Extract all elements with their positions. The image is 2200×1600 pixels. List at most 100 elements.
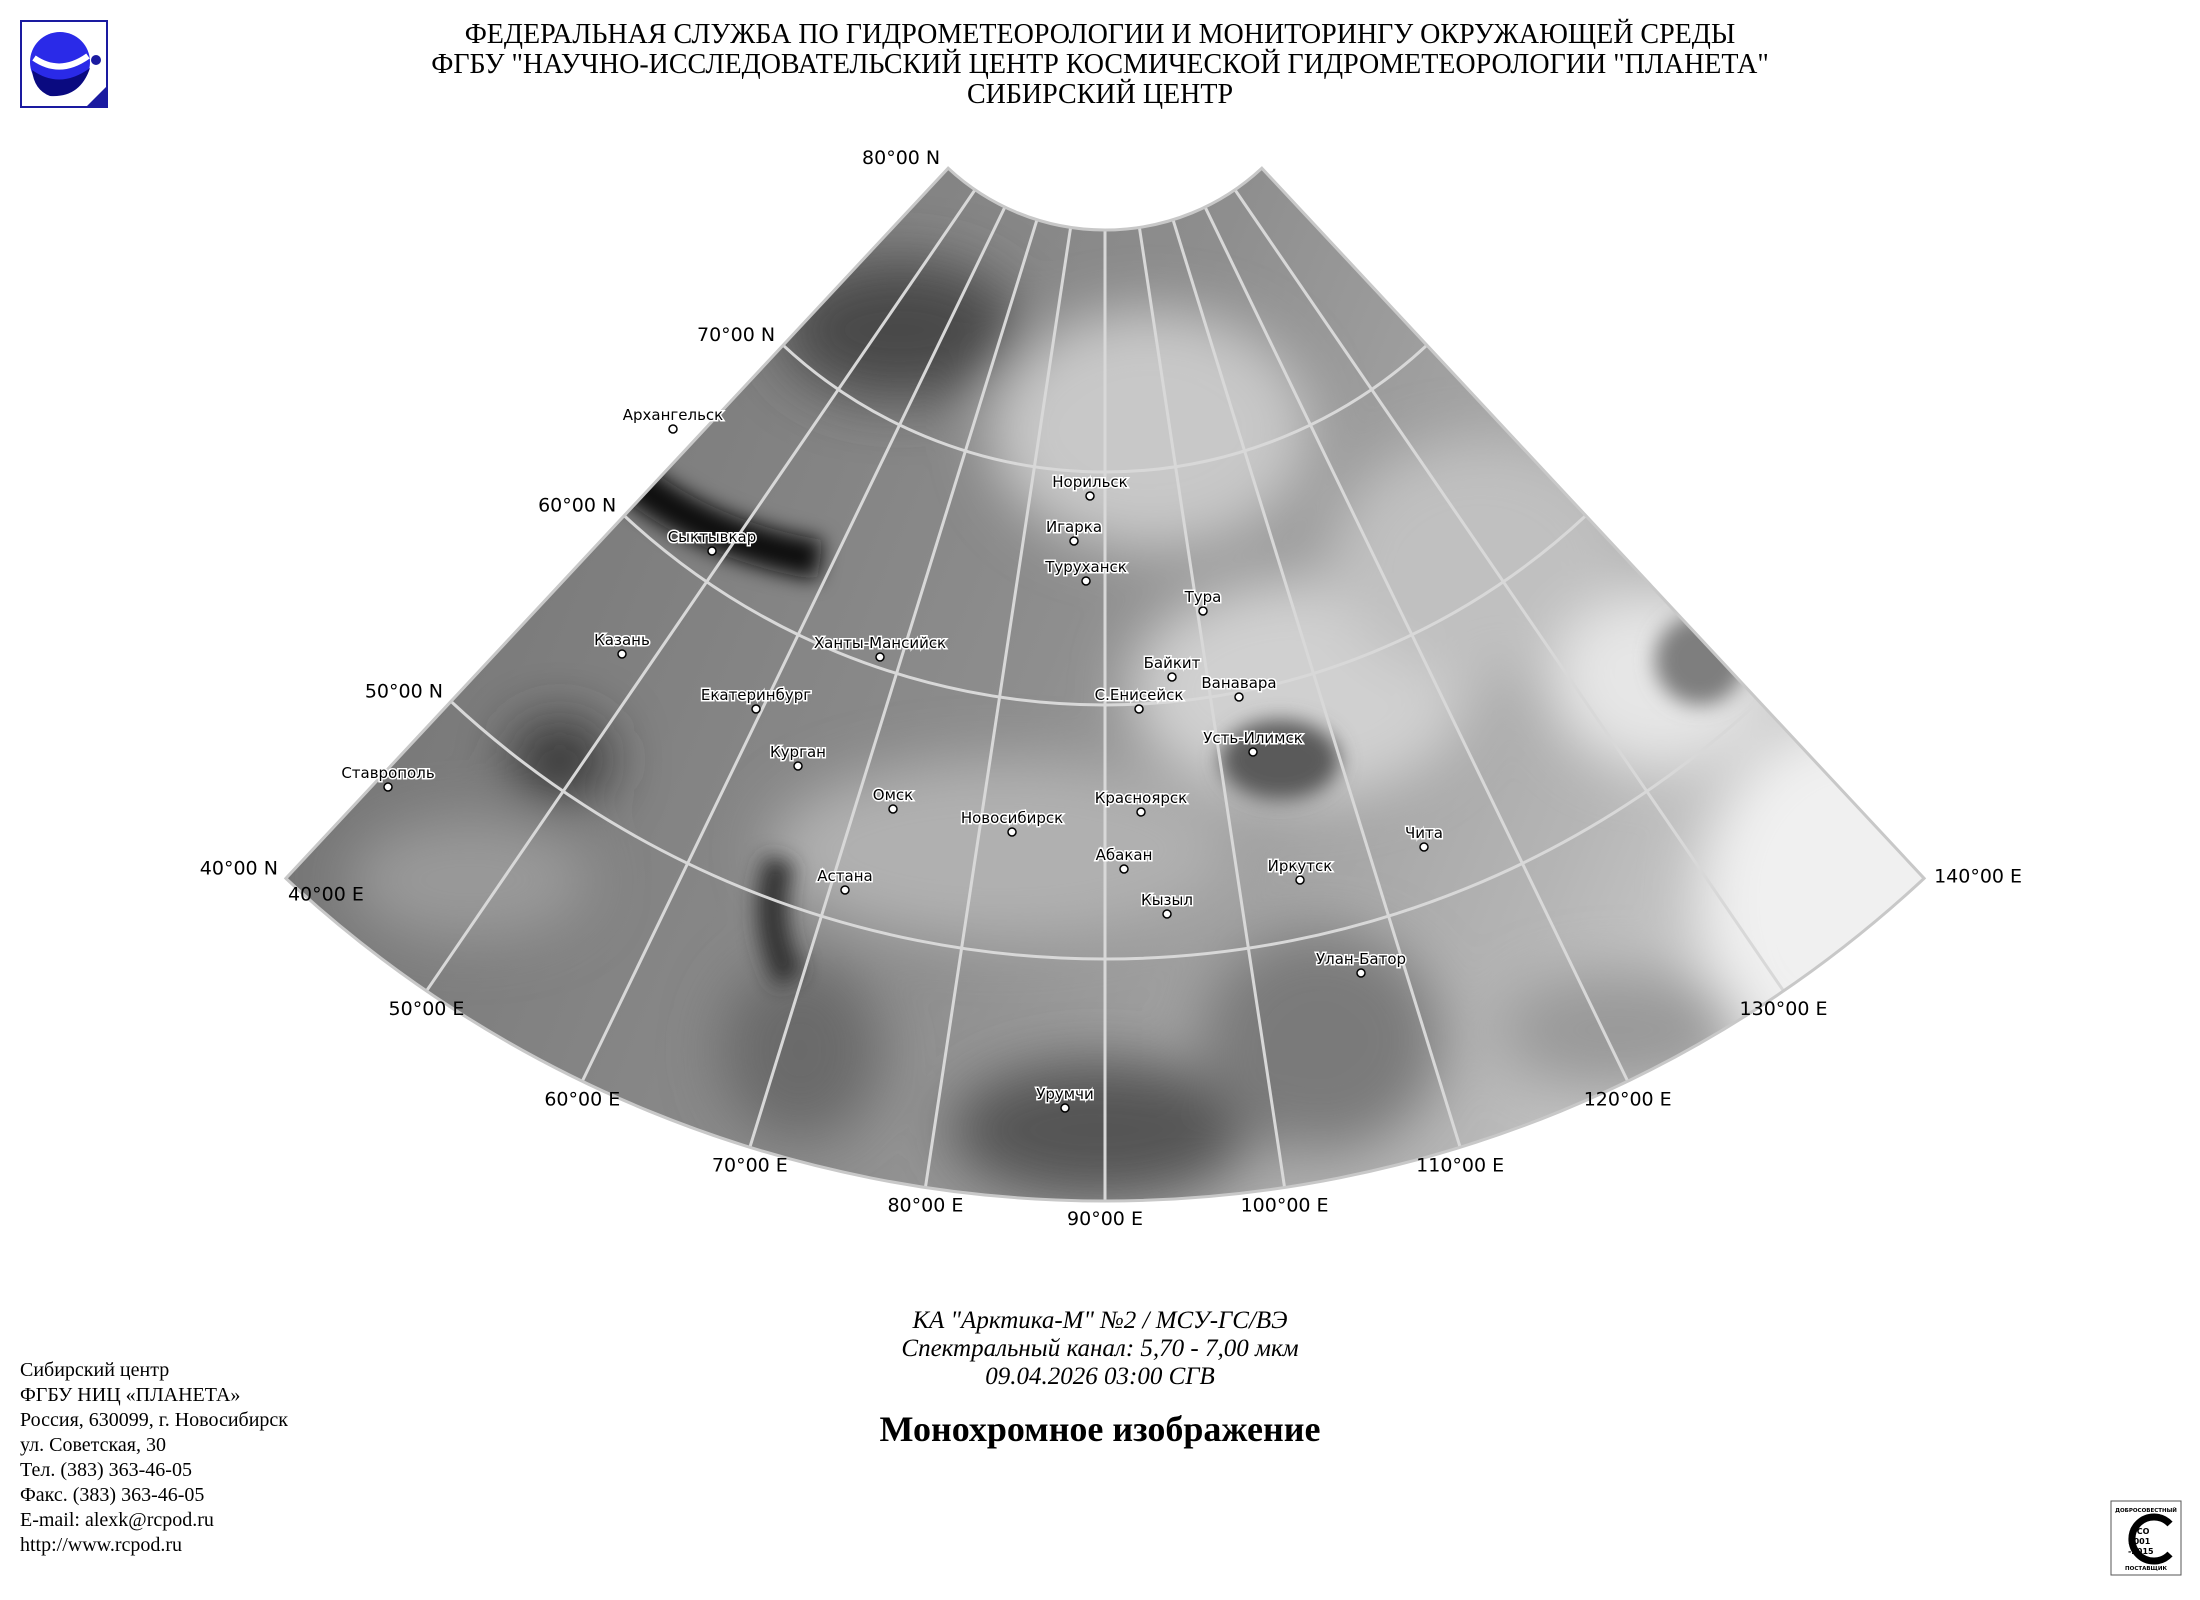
caption: КА "Арктика-М" №2 / МСУ-ГС/ВЭ Спектральн… <box>0 1307 2200 1391</box>
city-dot-icon <box>751 704 761 714</box>
city-label: Тура <box>1184 588 1222 606</box>
city-label: Абакан <box>1096 846 1153 864</box>
city-dot-icon <box>668 424 678 434</box>
city-dot-icon <box>1085 491 1095 501</box>
contact-line: Факс. (383) 363-46-05 <box>20 1484 205 1506</box>
city-label: Туруханск <box>1044 558 1127 576</box>
city-label: Астана <box>817 867 872 885</box>
meridian-line <box>1137 227 1287 1188</box>
longitude-label: 70°00 E <box>712 1154 788 1176</box>
longitude-label: 110°00 E <box>1416 1154 1504 1176</box>
city-label: Красноярск <box>1095 789 1187 807</box>
city-dot-icon <box>1007 827 1017 837</box>
city-15: Байкит <box>1142 653 1202 682</box>
observation-datetime: 09.04.2026 03:00 СГВ <box>985 1363 1215 1390</box>
city-5: Екатеринбург <box>699 685 813 714</box>
meridian-line <box>425 188 977 992</box>
satellite-instrument: КА "Арктика-М" №2 / МСУ-ГС/ВЭ <box>912 1307 1288 1334</box>
meridian-line <box>923 227 1073 1188</box>
longitude-label: 100°00 E <box>1241 1194 1329 1216</box>
city-label: Норильск <box>1052 473 1127 491</box>
svg-text:ИСО: ИСО <box>2130 1527 2150 1536</box>
city-16: С.Енисейск <box>1093 685 1185 714</box>
city-label: Улан-Батор <box>1316 950 1406 968</box>
city-label: Чита <box>1405 824 1443 842</box>
graticule <box>425 188 1785 1201</box>
city-markers: Архангельск Сыктывкар Казань Ставрополь Екат… <box>340 405 1444 1113</box>
city-6: Курган <box>769 742 827 771</box>
graticule-labels: 80°00 N 70°00 N 60°00 N 50°00 N 40°00 N 40°00… <box>200 147 2022 1230</box>
city-dot-icon <box>1119 864 1129 874</box>
city-1: Архангельск <box>621 405 725 434</box>
city-17: Ванавара <box>1200 673 1278 702</box>
svg-text:ДОБРОСОВЕСТНЫЙ: ДОБРОСОВЕСТНЫЙ <box>2115 1506 2177 1514</box>
map-border <box>283 166 1927 1203</box>
city-label: Байкит <box>1144 654 1201 672</box>
city-label: Омск <box>873 786 913 804</box>
meridian-line <box>748 219 1039 1148</box>
spectral-channel: Спектральный канал: 5,70 - 7,00 мкм <box>901 1335 1299 1362</box>
city-dot-icon <box>888 804 898 814</box>
city-dot-icon <box>1198 606 1208 616</box>
city-dot-icon <box>1060 1103 1070 1113</box>
city-13: Туруханск <box>1043 557 1128 586</box>
city-2: Сыктывкар <box>666 527 758 556</box>
city-label: Сыктывкар <box>668 528 757 546</box>
svg-text:ПОСТАВЩИК: ПОСТАВЩИК <box>2125 1566 2167 1572</box>
city-dot-icon <box>1295 875 1305 885</box>
latitude-label: 80°00 N <box>862 147 940 169</box>
city-dot-icon <box>1081 576 1091 586</box>
city-dot-icon <box>875 652 885 662</box>
city-dot-icon <box>1136 807 1146 817</box>
city-dot-icon <box>617 649 627 659</box>
meridian-line <box>1233 188 1785 992</box>
latitude-label: 70°00 N <box>697 324 775 346</box>
longitude-label: 90°00 E <box>1067 1208 1143 1230</box>
contact-line: ул. Советская, 30 <box>20 1434 166 1456</box>
longitude-label: 80°00 E <box>887 1194 963 1216</box>
city-dot-icon <box>793 761 803 771</box>
longitude-label: 140°00 E <box>1934 865 2022 887</box>
city-label: С.Енисейск <box>1095 686 1184 704</box>
longitude-label: 60°00 E <box>544 1088 620 1110</box>
latitude-label: 50°00 N <box>365 680 443 702</box>
city-21: Кызыл <box>1140 890 1194 919</box>
city-4: Ставрополь <box>340 763 436 792</box>
city-dot-icon <box>1356 968 1366 978</box>
longitude-label: 40°00 E <box>288 883 364 905</box>
city-label: Урумчи <box>1036 1085 1093 1103</box>
contact-block: Сибирский центр ФГБУ НИЦ «ПЛАНЕТА» Росси… <box>20 1358 288 1558</box>
city-dot-icon <box>1162 909 1172 919</box>
svg-text:-2015: -2015 <box>2128 1547 2154 1556</box>
contact-line: ФГБУ НИЦ «ПЛАНЕТА» <box>20 1384 241 1406</box>
city-12: Игарка <box>1044 517 1104 546</box>
meridian-line <box>1171 219 1462 1148</box>
city-25: Урумчи <box>1035 1084 1095 1113</box>
city-label: Екатеринбург <box>701 686 811 704</box>
city-dot-icon <box>1134 704 1144 714</box>
latitude-label: 40°00 N <box>200 857 278 879</box>
city-label: Курган <box>770 743 826 761</box>
city-dot-icon <box>840 885 850 895</box>
city-23: Чита <box>1404 823 1444 852</box>
planeta-logo-icon <box>20 20 108 108</box>
longitude-label: 50°00 E <box>389 998 465 1020</box>
city-label: Иркутск <box>1268 857 1333 875</box>
city-label: Кызыл <box>1141 891 1193 909</box>
city-label: Ванавара <box>1201 674 1276 692</box>
city-dot-icon <box>707 546 717 556</box>
latitude-label: 60°00 N <box>538 495 616 517</box>
city-8: Омск <box>871 785 915 814</box>
contact-line: Россия, 630099, г. Новосибирск <box>20 1409 289 1431</box>
contact-line: Сибирский центр <box>20 1359 170 1381</box>
meridian-line <box>1203 206 1630 1082</box>
city-dot-icon <box>1167 672 1177 682</box>
city-9: Астана <box>816 866 874 895</box>
city-22: Иркутск <box>1266 856 1334 885</box>
city-label: Ханты-Мансийск <box>814 634 946 652</box>
city-3: Казань <box>593 630 651 659</box>
longitude-label: 130°00 E <box>1740 998 1828 1020</box>
city-dot-icon <box>383 782 393 792</box>
city-19: Красноярск <box>1093 788 1189 817</box>
